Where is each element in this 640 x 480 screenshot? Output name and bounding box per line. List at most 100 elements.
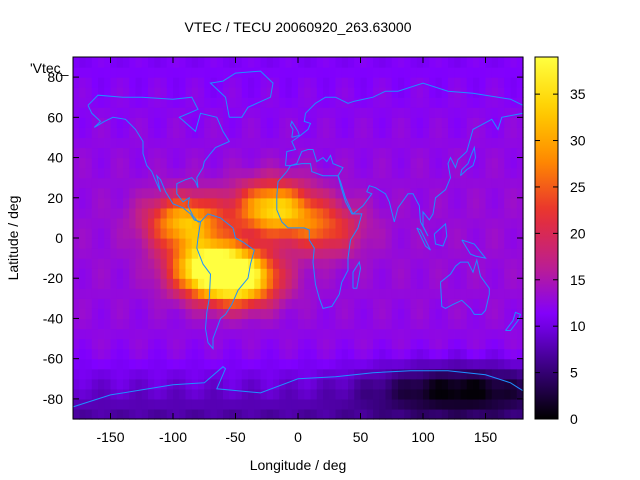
heat-cell (91, 197, 99, 209)
heat-cell (141, 127, 149, 139)
heat-cell (429, 77, 437, 88)
heat-cell (266, 217, 274, 229)
heat-cell (123, 378, 130, 390)
heat-cell (104, 268, 112, 279)
heat-cell (191, 288, 199, 299)
heat-cell (341, 87, 349, 98)
heat-cell (304, 258, 312, 269)
heat-cell (73, 268, 80, 279)
heat-cell (323, 187, 330, 199)
heat-cell (341, 398, 349, 410)
heat-cell (148, 328, 155, 340)
heat-cell (466, 117, 474, 128)
heat-cell (491, 87, 499, 98)
heat-cell (398, 288, 405, 299)
heat-cell (354, 268, 362, 279)
heat-cell (154, 368, 162, 380)
heat-cell (404, 358, 412, 370)
heat-cell (466, 197, 474, 209)
heat-cell (241, 338, 249, 350)
heat-cell (173, 227, 180, 239)
heat-cell (129, 358, 137, 370)
heat-cell (129, 117, 137, 128)
heat-cell (460, 217, 468, 229)
heat-cell (279, 107, 287, 118)
heat-cell (310, 127, 318, 139)
heat-cell (454, 107, 462, 118)
heat-cell (285, 338, 293, 350)
heat-cell (160, 288, 168, 299)
heat-cell (441, 127, 449, 139)
heat-cell (485, 177, 493, 189)
heat-cell (510, 87, 518, 98)
heat-cell (366, 348, 374, 360)
heat-cell (460, 137, 468, 149)
heat-cell (435, 207, 443, 219)
heat-cell (479, 187, 487, 199)
heat-cell (491, 288, 499, 299)
heat-cell (85, 227, 93, 239)
heat-cell (473, 268, 480, 279)
heat-cell (85, 97, 93, 108)
heat-cell (129, 127, 137, 139)
heat-cell (141, 227, 149, 239)
heat-cell (141, 238, 149, 249)
heat-cell (391, 187, 399, 199)
heat-cell (379, 268, 387, 279)
heat-cell (79, 187, 87, 199)
heat-cell (273, 117, 280, 128)
heat-cell (73, 77, 80, 88)
heat-cell (454, 147, 462, 159)
heat-cell (379, 107, 387, 118)
heat-cell (304, 398, 312, 410)
heat-cell (441, 288, 449, 299)
heat-cell (354, 117, 362, 128)
y-tick-label: 0 (55, 230, 63, 246)
heat-cell (110, 338, 118, 350)
heat-cell (85, 398, 93, 410)
heat-cell (448, 348, 455, 360)
heat-cell (410, 87, 418, 98)
heat-cell (179, 408, 187, 420)
heat-cell (179, 358, 187, 370)
heat-cell (423, 258, 430, 269)
heat-cell (323, 87, 330, 98)
heat-cell (179, 127, 187, 139)
heat-cell (510, 137, 518, 149)
heat-cell (173, 238, 180, 249)
heat-cell (348, 268, 355, 279)
heat-cell (316, 217, 324, 229)
heat-cell (516, 207, 524, 219)
heat-cell (160, 177, 168, 189)
heat-cell (391, 197, 399, 209)
heat-cell (216, 338, 224, 350)
heat-cell (129, 197, 137, 209)
heat-cell (354, 248, 362, 259)
heat-cell (379, 217, 387, 229)
heat-cell (404, 177, 412, 189)
heat-cell (254, 368, 262, 380)
heat-cell (341, 268, 349, 279)
heat-cell (304, 207, 312, 219)
heat-cell (366, 127, 374, 139)
heat-cell (510, 67, 518, 78)
heat-cell (366, 77, 374, 88)
heat-cell (341, 227, 349, 239)
heat-cell (466, 137, 474, 149)
heat-cell (360, 117, 368, 128)
heat-cell (479, 288, 487, 299)
heat-cell (91, 77, 99, 88)
heat-cell (260, 388, 268, 400)
heat-cell (298, 157, 305, 169)
heat-cell (398, 187, 405, 199)
heat-cell (335, 67, 343, 78)
heat-cell (323, 157, 330, 169)
heat-cell (241, 288, 249, 299)
heat-cell (498, 288, 505, 299)
heat-cell (104, 207, 112, 219)
heat-cell (254, 358, 262, 370)
heat-cell (341, 348, 349, 360)
heat-cell (304, 348, 312, 360)
heat-cell (473, 87, 480, 98)
heat-cell (498, 217, 505, 229)
